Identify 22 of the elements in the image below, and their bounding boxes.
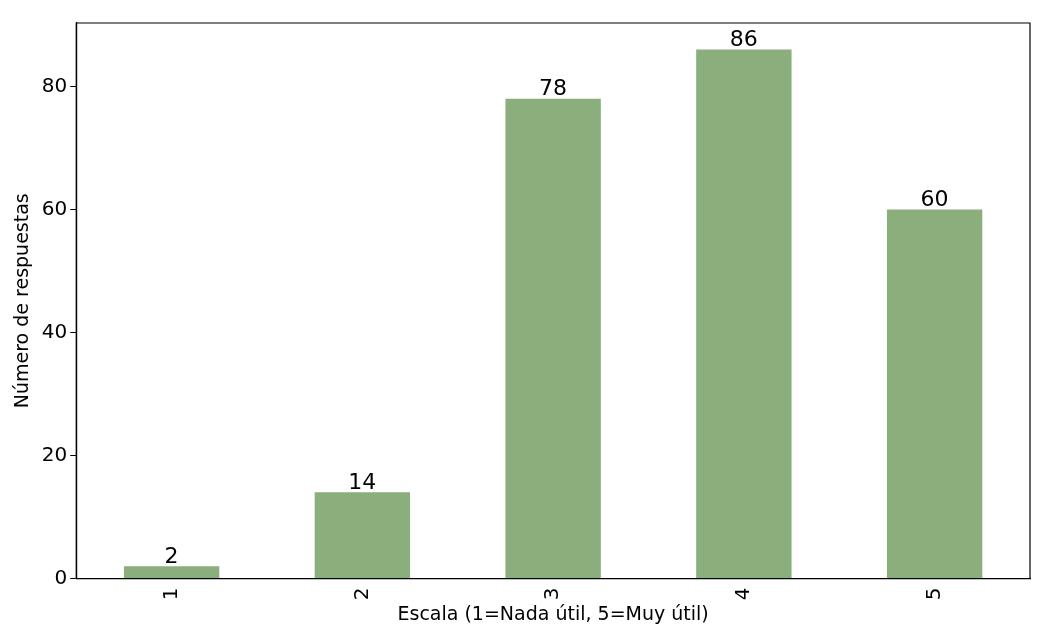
- y-tick-label: 40: [41, 318, 68, 343]
- data-label: 2: [164, 542, 179, 568]
- x-tick-label: 2: [348, 587, 373, 601]
- x-tick-label: 3: [539, 587, 564, 601]
- bar: [886, 209, 983, 578]
- x-tick-label: 5: [920, 587, 945, 601]
- bar: [123, 566, 220, 578]
- bar: [505, 98, 601, 578]
- bar: [314, 492, 411, 578]
- y-tick-label: 20: [41, 441, 68, 466]
- x-tick-label: 1: [157, 587, 182, 601]
- bar: [696, 49, 792, 578]
- x-tick-label: 4: [730, 587, 755, 601]
- data-label: 14: [348, 469, 377, 495]
- data-label: 60: [920, 186, 949, 212]
- data-label: 86: [729, 26, 758, 52]
- x-axis-title: Escala (1=Nada útil, 5=Muy útil): [397, 601, 709, 624]
- y-tick-label: 60: [41, 195, 68, 220]
- data-label: 78: [539, 75, 568, 101]
- y-axis-title: Número de respuestas: [10, 193, 33, 409]
- y-tick-label: 0: [54, 564, 68, 589]
- y-tick-label: 80: [41, 72, 68, 97]
